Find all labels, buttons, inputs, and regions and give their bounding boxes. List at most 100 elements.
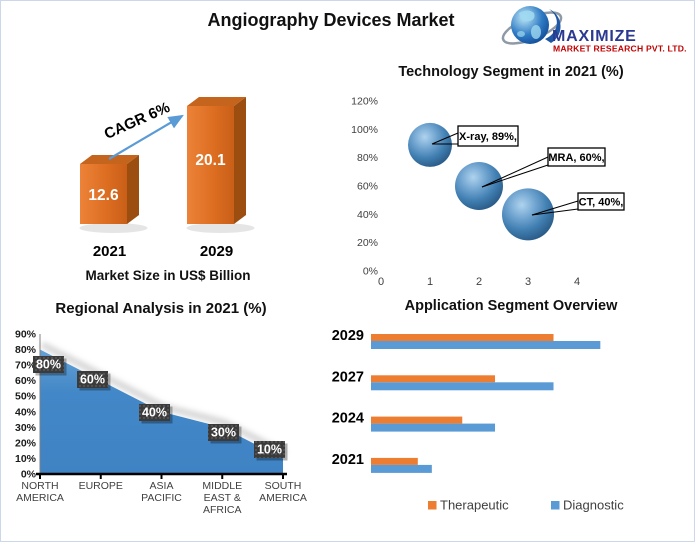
y-axis-tick-label: 70% bbox=[15, 360, 37, 372]
diagnostic-bar bbox=[371, 341, 601, 349]
bar-front-face bbox=[187, 106, 234, 224]
y-axis-tick-label: 40% bbox=[357, 209, 378, 221]
y-axis-tick-label: 80% bbox=[15, 344, 37, 356]
area-fill bbox=[40, 349, 283, 474]
callout-leader-line bbox=[431, 132, 459, 145]
year-label: 2027 bbox=[332, 369, 364, 385]
application-bar-chart: 2029 2027 2024 2021 Therapeutic Diagnostic bbox=[332, 328, 624, 513]
y-axis-tick-label: 60% bbox=[15, 375, 37, 387]
therapeutic-bar bbox=[371, 375, 496, 383]
bar-front-face bbox=[80, 164, 127, 224]
page-title: Angiography Devices Market bbox=[207, 10, 455, 30]
therapeutic-bar bbox=[371, 416, 463, 424]
diagnostic-bar bbox=[371, 423, 496, 432]
callout-label: CT, 40%, bbox=[579, 197, 624, 209]
data-label: 40% bbox=[142, 406, 167, 420]
bar-value-label: 12.6 bbox=[88, 187, 119, 204]
legend-swatch bbox=[428, 501, 437, 510]
data-label-texture bbox=[254, 441, 285, 458]
data-label: 10% bbox=[257, 443, 282, 457]
y-axis-tick-label: 50% bbox=[15, 391, 37, 403]
category-label: AFRICA bbox=[203, 504, 242, 516]
legend-label: Diagnostic bbox=[563, 498, 624, 513]
y-axis-tick-label: 120% bbox=[351, 96, 378, 108]
x-axis-tick-label: 1 bbox=[427, 276, 433, 288]
bar-shadow bbox=[79, 223, 148, 233]
company-logo: MAXIMIZE MARKET RESEARCH PVT. LTD. bbox=[501, 6, 687, 54]
data-label: 60% bbox=[80, 373, 105, 387]
bar-side-face bbox=[127, 155, 139, 224]
logo-comma-icon bbox=[545, 9, 561, 43]
bar-shadow bbox=[186, 223, 255, 233]
callout-box bbox=[547, 147, 606, 167]
regional-area-chart: 0%10%20%30%40%50%60%70%80%90%NORTHAMERIC… bbox=[15, 329, 307, 517]
y-axis-tick-label: 30% bbox=[15, 422, 37, 434]
bar-value-label: 20.1 bbox=[195, 152, 226, 169]
callout-label: X-ray, 89%, bbox=[459, 131, 517, 143]
legend-label: Therapeutic bbox=[440, 498, 509, 513]
bubble-2 bbox=[455, 162, 503, 210]
y-axis-tick-label: 40% bbox=[15, 406, 37, 418]
data-label-texture bbox=[77, 371, 108, 388]
data-label-texture bbox=[139, 404, 170, 421]
cagr-arrow-icon bbox=[108, 114, 184, 160]
category-label: NORTH bbox=[21, 480, 58, 492]
category-label: AMERICA bbox=[259, 492, 307, 504]
application-chart-title: Application Segment Overview bbox=[404, 298, 618, 314]
year-label: 2024 bbox=[332, 411, 364, 427]
regional-chart-title: Regional Analysis in 2021 (%) bbox=[55, 300, 267, 317]
diagnostic-bar bbox=[371, 464, 432, 473]
x-axis-tick-label: 0 bbox=[378, 276, 384, 288]
y-axis-tick-label: 20% bbox=[15, 437, 37, 449]
bar-year-label: 2021 bbox=[93, 243, 126, 260]
bar-top-face bbox=[187, 97, 246, 106]
category-label: MIDDLE bbox=[202, 480, 242, 492]
globe-continent bbox=[519, 10, 535, 22]
legend-swatch bbox=[551, 501, 560, 510]
category-label: PACIFIC bbox=[141, 492, 182, 504]
bar-side-face bbox=[234, 97, 246, 224]
callout-box bbox=[457, 125, 519, 147]
globe-continent bbox=[531, 25, 541, 39]
y-axis-tick-label: 90% bbox=[15, 329, 37, 341]
x-axis-tick-label: 2 bbox=[476, 276, 482, 288]
y-axis-tick-label: 0% bbox=[363, 266, 378, 278]
technology-bubble-chart: 0% 20% 40% 60% 80% 100% 120% 0 1 2 3 4 X-ray, 89%, MR… bbox=[351, 96, 625, 288]
category-label: SOUTH bbox=[265, 480, 302, 492]
category-label: EAST & bbox=[204, 492, 241, 504]
y-axis-tick-label: 60% bbox=[357, 181, 378, 193]
technology-chart-title: Technology Segment in 2021 (%) bbox=[398, 64, 624, 80]
market-size-chart: 12.6 2021 20.1 2029 CAGR 6% Market Size in US… bbox=[79, 97, 255, 283]
y-axis-tick-label: 10% bbox=[15, 453, 37, 465]
y-axis-tick-label: 100% bbox=[351, 124, 378, 136]
data-label-texture bbox=[33, 356, 64, 373]
therapeutic-bar bbox=[371, 334, 554, 341]
y-axis-tick-label: 80% bbox=[357, 152, 378, 164]
callout-leader-line bbox=[531, 200, 579, 216]
data-label: 30% bbox=[211, 426, 236, 440]
category-label: AMERICA bbox=[16, 492, 64, 504]
x-axis-tick-label: 3 bbox=[525, 276, 531, 288]
globe-continent bbox=[517, 31, 525, 37]
callout-leader-line bbox=[531, 208, 579, 216]
logo-name: MAXIMIZE bbox=[552, 28, 637, 45]
y-axis-tick-label: 20% bbox=[357, 237, 378, 249]
bubble-3 bbox=[502, 188, 554, 241]
callout-box bbox=[577, 192, 625, 211]
category-label: EUROPE bbox=[79, 480, 123, 492]
therapeutic-bar bbox=[371, 457, 418, 465]
callout-leader-line bbox=[481, 164, 549, 188]
year-label: 2021 bbox=[332, 452, 364, 468]
bar-year-label: 2029 bbox=[200, 243, 233, 260]
year-label: 2029 bbox=[332, 328, 364, 344]
cagr-label: CAGR 6% bbox=[102, 99, 173, 143]
category-label: ASIA bbox=[150, 480, 174, 492]
callout-leader-line bbox=[481, 156, 549, 188]
diagnostic-bar bbox=[371, 382, 554, 391]
logo-subtitle: MARKET RESEARCH PVT. LTD. bbox=[553, 44, 687, 54]
bubble-1 bbox=[408, 122, 452, 167]
callout-label: MRA, 60%, bbox=[548, 152, 604, 164]
x-axis-tick-label: 4 bbox=[574, 276, 580, 288]
data-label-texture bbox=[208, 424, 239, 441]
